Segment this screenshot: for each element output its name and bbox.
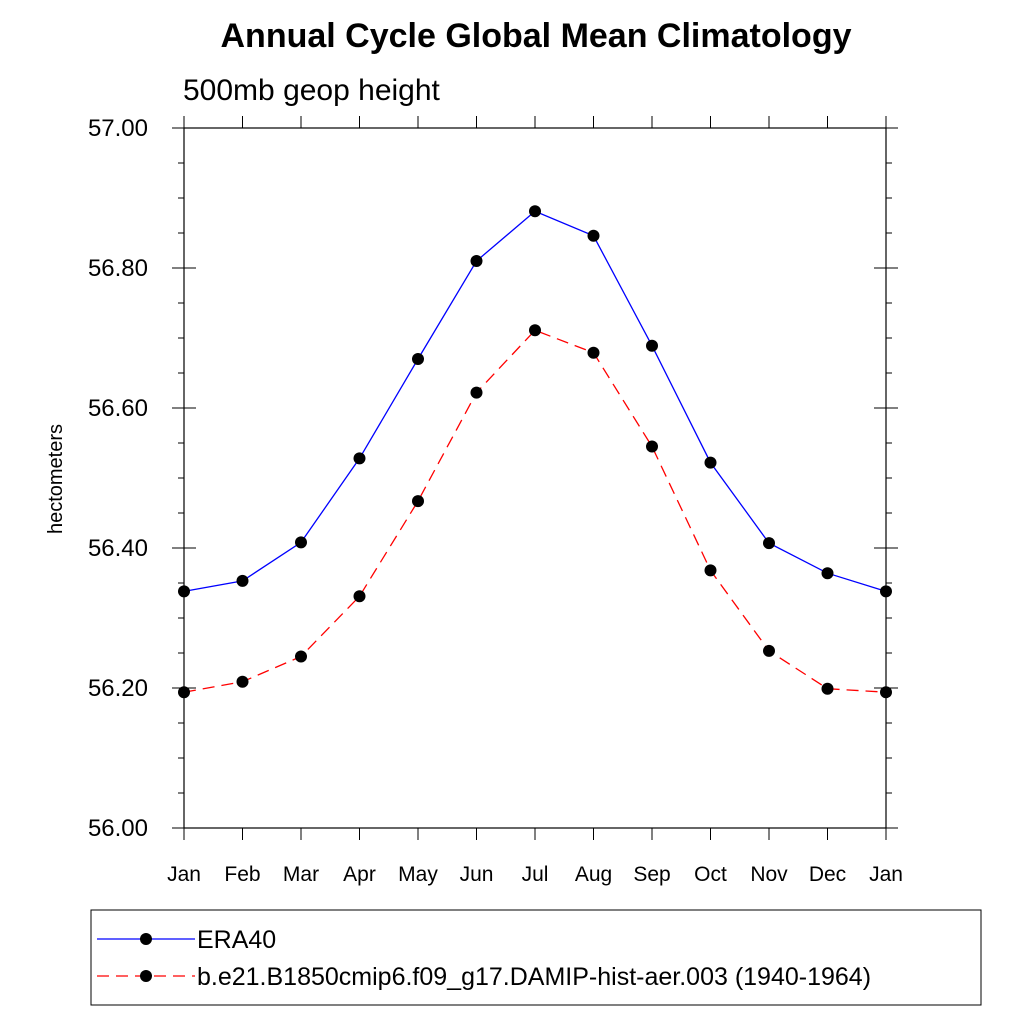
- data-point: [529, 205, 541, 218]
- x-tick-label: Mar: [283, 863, 319, 886]
- data-point: [470, 255, 483, 267]
- data-point: [470, 386, 483, 399]
- series-layer: [178, 205, 892, 699]
- data-point: [763, 537, 775, 550]
- y-tick-label: 56.20: [88, 675, 148, 702]
- y-tick-label: 56.40: [88, 535, 148, 562]
- data-point: [704, 456, 717, 469]
- legend-label: ERA40: [197, 926, 276, 954]
- data-point: [880, 585, 892, 598]
- x-tick-label: Apr: [343, 863, 376, 886]
- y-tick-labels: 56.00 56.20 56.40 56.60 56.80 57.00: [88, 115, 148, 842]
- x-tick-label: Sep: [633, 863, 670, 886]
- chart-title: Annual Cycle Global Mean Climatology: [221, 17, 852, 55]
- x-tick-label: Feb: [224, 863, 260, 886]
- x-tick-label: Oct: [694, 863, 727, 886]
- data-point: [178, 686, 190, 699]
- y-tick-label: 56.80: [88, 255, 148, 282]
- legend: ERA40 b.e21.B1850cmip6.f09_g17.DAMIP-hist…: [97, 926, 871, 991]
- data-point: [295, 650, 307, 663]
- data-point: [353, 452, 366, 465]
- x-tick-label: Aug: [575, 863, 612, 886]
- series-line-0: [183, 210, 887, 593]
- data-point: [587, 346, 600, 359]
- data-point: [412, 495, 424, 508]
- data-point: [821, 682, 834, 695]
- data-point: [763, 644, 775, 657]
- legend-marker: [140, 970, 152, 982]
- y-tick-label: 56.60: [88, 395, 148, 422]
- y-tick-label: 57.00: [88, 115, 148, 142]
- x-tick-label: Jun: [460, 863, 494, 886]
- data-point: [704, 564, 717, 577]
- data-point: [236, 574, 249, 587]
- data-point: [587, 229, 600, 242]
- data-point: [236, 675, 249, 688]
- plot-frame: [183, 127, 887, 829]
- data-point: [821, 567, 834, 580]
- x-tick-label: Jan: [167, 863, 201, 886]
- series-line-1: [183, 329, 887, 693]
- chart-subtitle: 500mb geop height: [183, 74, 441, 107]
- data-point: [646, 440, 658, 453]
- data-point: [880, 686, 892, 699]
- data-point: [178, 585, 190, 598]
- axis-ticks: [172, 116, 898, 840]
- x-tick-label: Jul: [522, 863, 549, 886]
- data-point: [353, 590, 366, 603]
- data-point: [412, 353, 424, 365]
- legend-marker: [140, 933, 152, 945]
- x-tick-label: May: [398, 863, 438, 886]
- y-tick-label: 56.00: [88, 815, 148, 842]
- legend-label: b.e21.B1850cmip6.f09_g17.DAMIP-hist-aer.…: [197, 963, 871, 991]
- data-point: [646, 339, 658, 352]
- y-axis-label: hectometers: [45, 424, 67, 534]
- x-tick-label: Dec: [809, 863, 846, 886]
- x-tick-labels: Jan Feb Mar Apr May Jun Jul Aug Sep Oct Nov Dec Jan: [167, 863, 903, 886]
- data-point: [529, 324, 541, 337]
- x-tick-label: Jan: [869, 863, 903, 886]
- x-tick-label: Nov: [750, 863, 788, 886]
- data-point: [295, 536, 307, 549]
- legend-box: [90, 909, 982, 1006]
